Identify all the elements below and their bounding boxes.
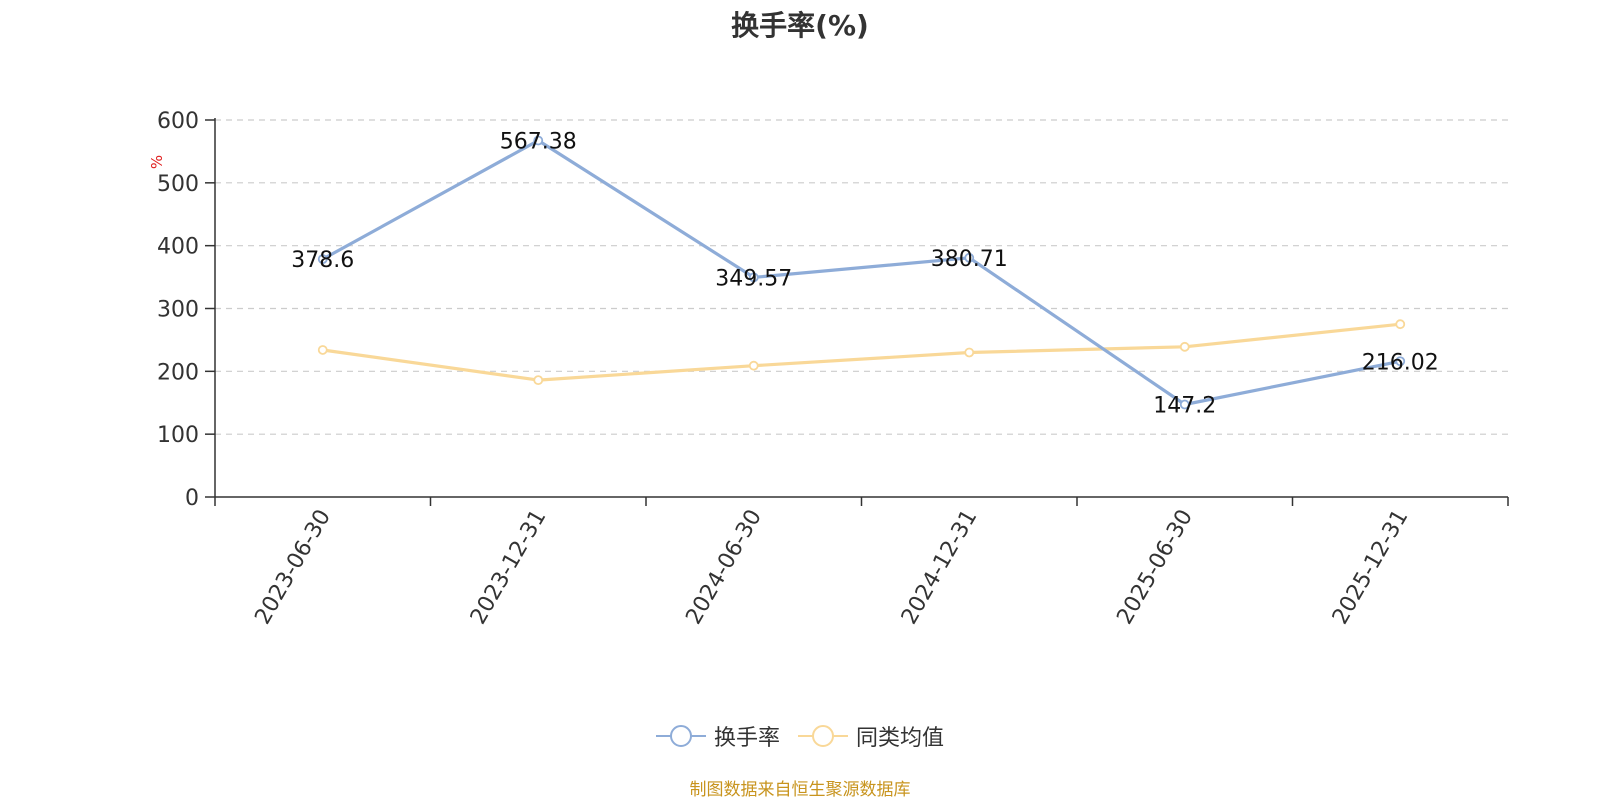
- x-tick-label: 2023-06-30: [250, 506, 336, 629]
- legend-marker-peer-average: [798, 725, 848, 747]
- data-label: 380.71: [931, 247, 1008, 272]
- axis-layer: 0 100 200 300 400 500 600% 2023-06-30 2023-12-31…: [148, 109, 1509, 629]
- x-tick-label: 2024-06-30: [681, 506, 767, 629]
- chart-title: 换手率(%): [731, 9, 869, 42]
- x-tick-label: 2024-12-31: [897, 506, 983, 629]
- y-tick-label: 500: [157, 172, 199, 197]
- data-point-turnover: [1395, 356, 1406, 367]
- series-line-peer-average: [321, 322, 1402, 382]
- series-layer: [317, 135, 1406, 410]
- x-tick-label: 2025-06-30: [1112, 506, 1198, 629]
- legend-label-turnover: 换手率: [713, 726, 780, 751]
- x-tick-label: 2025-12-31: [1328, 506, 1414, 629]
- data-point-turnover: [964, 252, 975, 263]
- legend-item-turnover[interactable]: 换手率: [655, 720, 780, 752]
- y-tick-label: 0: [185, 486, 199, 511]
- data-point-peer-average: [533, 375, 544, 386]
- y-tick-label: 600: [157, 109, 199, 134]
- legend-label-peer-average: 同类均值: [856, 726, 945, 751]
- data-point-peer-average: [1395, 319, 1406, 330]
- data-label: 216.02: [1362, 350, 1439, 375]
- y-tick-label: 300: [157, 298, 199, 323]
- x-tick-label: 2023-12-31: [466, 506, 552, 629]
- legend-marker-turnover: [655, 725, 706, 747]
- data-label: 147.2: [1153, 394, 1216, 419]
- data-point-turnover: [317, 254, 328, 265]
- y-tick-label: 100: [157, 423, 199, 448]
- grid-layer: [215, 119, 1508, 435]
- data-point-peer-average: [964, 347, 975, 358]
- legend-item-peer-average[interactable]: 同类均值: [798, 720, 944, 752]
- legend: 换手率 同类均值: [0, 720, 1600, 752]
- data-label: 567.38: [500, 129, 577, 154]
- data-source-note: 制图数据来自恒生聚源数据库: [689, 780, 911, 800]
- data-point-peer-average: [1179, 341, 1190, 352]
- y-tick-label: 400: [157, 235, 199, 260]
- series-line-turnover: [321, 138, 1402, 407]
- y-tick-label: 200: [157, 360, 199, 385]
- data-label: 378.6: [291, 248, 354, 273]
- data-point-turnover: [533, 135, 544, 146]
- data-label: 349.57: [715, 266, 792, 291]
- data-point-peer-average: [317, 345, 328, 355]
- data-point-peer-average: [748, 360, 759, 371]
- data-point-turnover: [1179, 399, 1190, 410]
- data-point-turnover: [748, 272, 759, 283]
- y-axis-unit-label: %: [148, 155, 166, 169]
- data-label-layer: 378.6 567.38 349.57 380.71 147.2 216.02: [291, 129, 1438, 418]
